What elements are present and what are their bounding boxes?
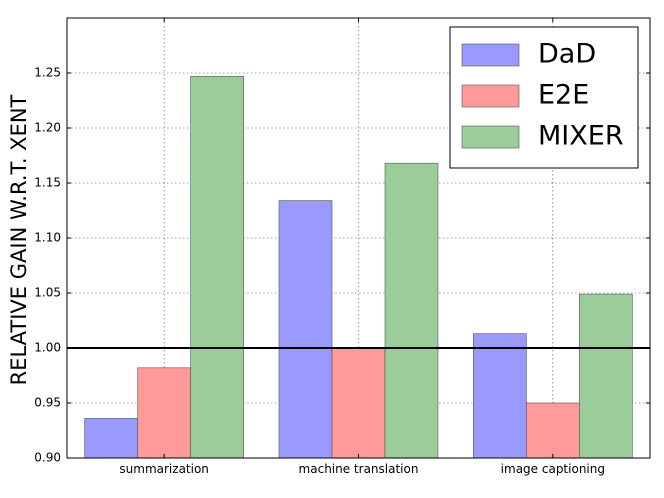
y-tick-label: 1.10 bbox=[34, 231, 61, 245]
bar-e2e-summarization bbox=[137, 367, 191, 459]
legend-label-dad: DaD bbox=[538, 39, 596, 70]
bars bbox=[84, 76, 633, 459]
bar-dad-image-captioning bbox=[473, 333, 527, 459]
bar-dad-machine-translation bbox=[278, 200, 333, 459]
legend: DaD E2E MIXER bbox=[449, 26, 639, 169]
y-tick-label: 1.20 bbox=[34, 121, 61, 135]
x-tick-label: summarization bbox=[119, 462, 209, 476]
bar-e2e-machine-translation bbox=[331, 347, 386, 459]
legend-label-e2e: E2E bbox=[538, 80, 589, 111]
y-axis-label: RELATIVE GAIN W.R.T. XENT bbox=[7, 94, 31, 385]
y-tick-label: 0.95 bbox=[34, 396, 61, 410]
legend-label-mixer: MIXER bbox=[538, 121, 624, 152]
legend-swatch-dad bbox=[461, 43, 520, 67]
x-tick-label: image captioning bbox=[501, 462, 605, 476]
legend-swatch-e2e bbox=[461, 84, 520, 108]
y-tick-label: 1.05 bbox=[34, 286, 61, 300]
y-tick-label: 1.25 bbox=[34, 66, 61, 80]
legend-swatch-mixer bbox=[461, 125, 520, 149]
bar-e2e-image-captioning bbox=[526, 402, 580, 459]
bar-mixer-image-captioning bbox=[579, 293, 633, 459]
y-tick-label: 0.90 bbox=[34, 451, 61, 465]
bar-mixer-summarization bbox=[190, 76, 244, 459]
bar-dad-summarization bbox=[84, 418, 138, 459]
y-ticks: 0.90 0.95 1.00 1.05 1.10 1.15 1.20 1.25 bbox=[34, 66, 650, 465]
y-tick-label: 1.15 bbox=[34, 176, 61, 190]
bar-mixer-machine-translation bbox=[384, 162, 439, 459]
x-tick-label: machine translation bbox=[299, 462, 419, 476]
x-ticks: summarization machine translation image ca… bbox=[119, 18, 605, 476]
y-tick-label: 1.00 bbox=[34, 341, 61, 355]
